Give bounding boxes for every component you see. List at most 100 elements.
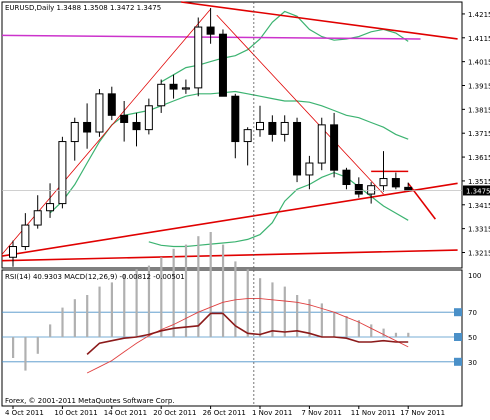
candle (243, 127, 252, 166)
indicator-panel[interactable]: 100 70 50 30 RSI(14) 40.9303 MACD(12,26,9) … (1, 232, 481, 407)
candle (157, 79, 166, 113)
bear-candle-body (83, 121, 92, 133)
candle (317, 117, 326, 171)
macd-histogram-bar (12, 337, 15, 358)
candle (342, 167, 351, 190)
trendline-7 (407, 182, 437, 220)
bear-candle-body (231, 95, 240, 143)
macd-histogram-bar (296, 295, 299, 337)
macd-histogram-bar (271, 282, 274, 337)
candle (293, 117, 302, 183)
trendline-2 (216, 14, 384, 195)
bear-candle-body (404, 186, 413, 191)
bull-candle-body (256, 121, 264, 131)
bear-candle-body (169, 83, 178, 90)
macd-histogram-bar (172, 248, 175, 337)
macd-histogram-bar (221, 244, 225, 337)
macd-histogram-bar (246, 269, 249, 337)
candle (181, 79, 190, 94)
macd-histogram-bar (259, 278, 262, 337)
bull-candle-body (9, 246, 17, 258)
macd-histogram-bar (49, 324, 52, 337)
macd-signal-line (86, 298, 409, 374)
candle (107, 86, 116, 121)
macd-histogram (12, 232, 410, 371)
main-chart-header: EURUSD,Daily 1.3488 1.3508 1.3472 1.3475 (5, 4, 161, 12)
candle (379, 151, 388, 192)
bull-candle-body (317, 124, 326, 164)
bull-candle-body (70, 121, 79, 143)
candle (218, 29, 227, 97)
candle (95, 89, 104, 137)
candle (144, 98, 153, 135)
bear-candle-body (330, 124, 339, 171)
indicator-axis: 100 70 50 30 (468, 272, 481, 367)
bull-candle-body (33, 210, 42, 226)
macd-histogram-bar (394, 332, 398, 337)
candle (354, 177, 363, 198)
indicator-header: RSI(14) 40.9303 MACD(12,26,9) -0.00812 -… (5, 273, 185, 281)
bull-candle-body (243, 129, 252, 143)
candle (206, 7, 215, 44)
candle (391, 172, 400, 190)
bear-candle-body (342, 169, 351, 186)
magenta-ma-line (1, 34, 421, 40)
macd-histogram-bar (234, 261, 237, 337)
macd-histogram-bar (357, 320, 360, 337)
macd-histogram-bar (407, 332, 410, 337)
macd-histogram-bar (135, 269, 138, 337)
price-tick-label: 1.4215 (468, 11, 490, 19)
rsi-levels (2, 308, 462, 366)
bull-candle-body (367, 185, 376, 195)
bear-candle-body (268, 121, 277, 135)
rsi-level-marker (454, 333, 462, 341)
bear-candle-body (218, 33, 227, 97)
candle (46, 183, 55, 218)
candle (305, 155, 314, 190)
price-tick-label: 1.3215 (468, 249, 490, 257)
rsi-level-marker (454, 308, 462, 317)
time-axis: 4 Oct 2011 10 Oct 2011 14 Oct 2011 20 Oct 2… (5, 406, 445, 417)
price-tick-label: 1.3615 (468, 154, 490, 162)
candle (231, 93, 240, 159)
rsi-polyline (86, 312, 409, 355)
candle (9, 240, 17, 267)
candle (194, 17, 203, 97)
price-tick-label: 1.3415 (468, 202, 490, 210)
main-chart-panel[interactable]: 1.4215 1.4115 1.4015 1.3915 1.3815 1.3715 1.36… (1, 1, 490, 269)
candles (9, 7, 413, 267)
time-tick-label: 10 Oct 2011 (54, 409, 97, 417)
macd-histogram-bar (209, 232, 212, 337)
bull-candle-body (58, 141, 67, 205)
macd-histogram-bar (382, 328, 385, 337)
macd-histogram-bar (308, 299, 311, 337)
indicator-tick-label: 70 (468, 309, 477, 317)
bull-candle-body (95, 93, 104, 133)
moving-average (1, 34, 421, 40)
price-tick-label: 1.3915 (468, 82, 490, 90)
macd-histogram-bar (345, 316, 348, 337)
macd-histogram-bar (86, 295, 89, 337)
candle (169, 74, 178, 99)
bull-candle-body (21, 224, 30, 248)
time-tick-label: 26 Oct 2011 (203, 409, 246, 417)
bull-candle-body (157, 83, 166, 107)
time-tick-label: 11 Nov 2011 (351, 409, 396, 417)
candle (367, 182, 376, 204)
macd-histogram-bar (370, 324, 373, 337)
candle (268, 115, 277, 142)
bollinger-upper-line (160, 10, 409, 83)
candle (21, 213, 30, 251)
rsi-line (86, 312, 409, 355)
macd-histogram-bar (147, 265, 151, 337)
trendline-5 (180, 1, 458, 40)
reference-lines (2, 2, 462, 268)
candle (33, 195, 42, 229)
bear-candle-body (293, 121, 302, 176)
bear-candle-body (206, 26, 215, 35)
macd-histogram-bar (73, 299, 76, 337)
time-tick-label: 7 Nov 2011 (301, 409, 341, 417)
bear-candle-body (132, 121, 141, 131)
